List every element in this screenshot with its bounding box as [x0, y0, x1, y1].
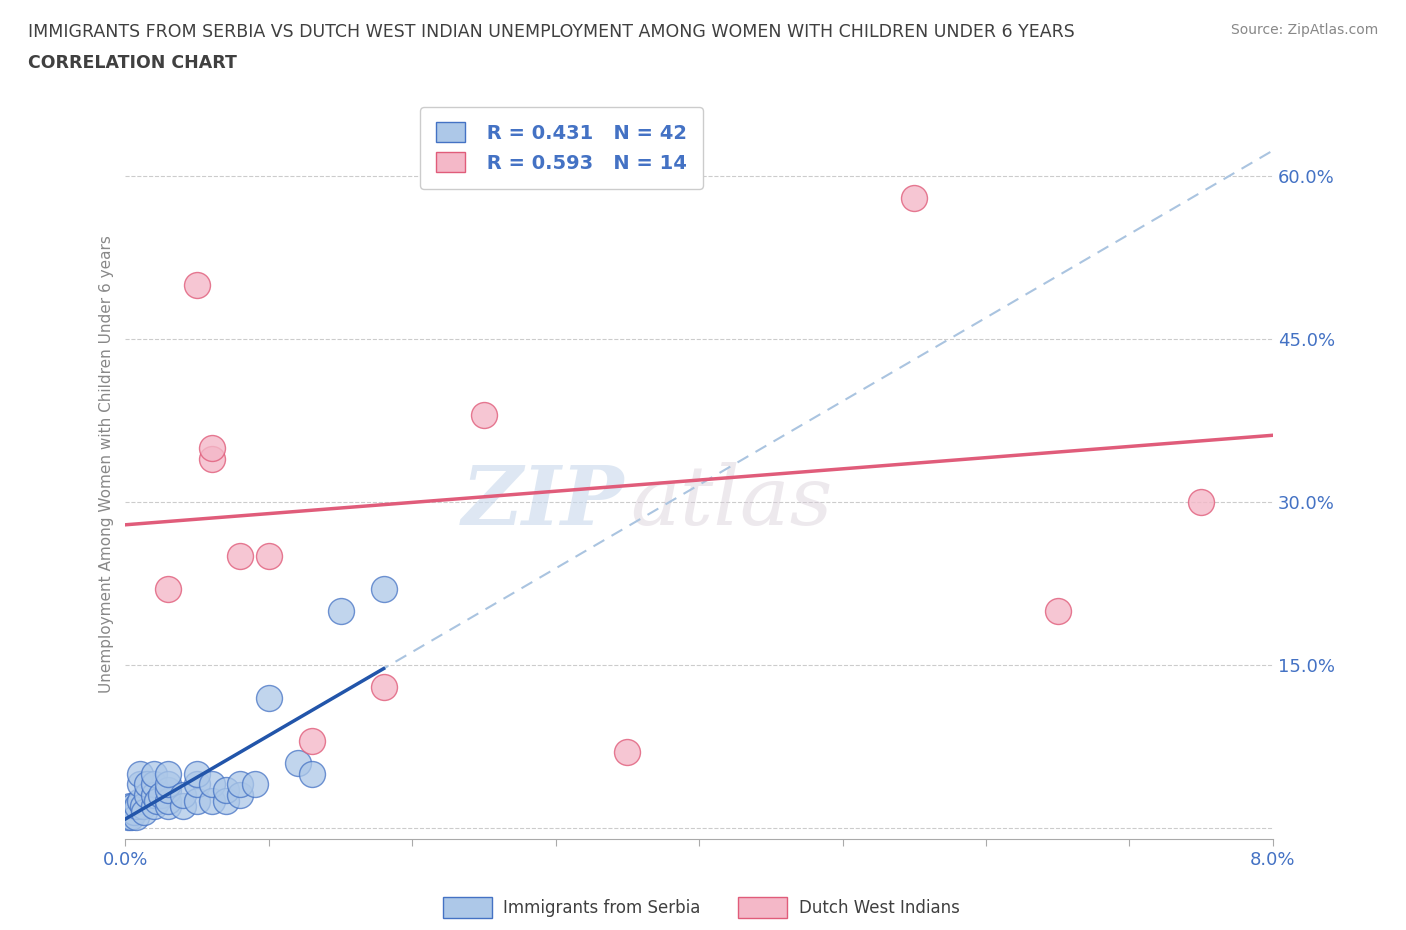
Point — [172, 788, 194, 803]
Point — [157, 581, 180, 596]
Point — [186, 793, 208, 808]
Point — [229, 549, 252, 564]
Point — [143, 766, 166, 781]
Point — [124, 809, 146, 824]
Point — [186, 766, 208, 781]
Y-axis label: Unemployment Among Women with Children Under 6 years: Unemployment Among Women with Children U… — [100, 235, 114, 693]
Text: Dutch West Indians: Dutch West Indians — [799, 898, 959, 917]
Point — [125, 799, 148, 814]
Point — [128, 766, 150, 781]
Point — [200, 777, 222, 791]
Point — [172, 799, 194, 814]
Point — [1189, 495, 1212, 510]
Point — [229, 777, 252, 791]
Point — [131, 799, 153, 814]
Point — [200, 451, 222, 466]
Point — [143, 799, 166, 814]
Point — [117, 809, 139, 824]
Point — [373, 679, 395, 694]
Text: Immigrants from Serbia: Immigrants from Serbia — [503, 898, 700, 917]
Point — [136, 788, 159, 803]
Point — [229, 788, 252, 803]
Point — [257, 549, 280, 564]
Text: atlas: atlas — [630, 461, 832, 541]
Point — [659, 137, 682, 152]
Point — [373, 581, 395, 596]
Point — [143, 777, 166, 791]
Text: ZIP: ZIP — [463, 461, 624, 541]
Text: Source: ZipAtlas.com: Source: ZipAtlas.com — [1230, 23, 1378, 37]
Point — [136, 777, 159, 791]
Point — [200, 440, 222, 455]
Point — [157, 799, 180, 814]
Point — [146, 793, 169, 808]
Point — [143, 788, 166, 803]
Point — [215, 782, 238, 797]
Point — [157, 782, 180, 797]
Text: CORRELATION CHART: CORRELATION CHART — [28, 54, 238, 72]
Point — [118, 799, 141, 814]
Point — [257, 690, 280, 705]
Point — [150, 788, 173, 803]
Point — [120, 809, 142, 824]
Point — [157, 793, 180, 808]
Point — [287, 755, 309, 770]
Point — [616, 744, 638, 759]
Point — [157, 777, 180, 791]
Point — [157, 766, 180, 781]
Point — [122, 804, 145, 819]
Point — [243, 777, 266, 791]
Point — [128, 777, 150, 791]
Point — [472, 407, 495, 422]
Point — [301, 734, 323, 749]
Point — [329, 604, 352, 618]
Point — [186, 277, 208, 292]
Point — [903, 191, 925, 206]
Point — [132, 804, 155, 819]
Point — [301, 766, 323, 781]
Point — [215, 793, 238, 808]
Point — [200, 793, 222, 808]
Point — [121, 799, 143, 814]
Point — [186, 777, 208, 791]
Point — [128, 793, 150, 808]
Point — [1046, 604, 1069, 618]
Text: IMMIGRANTS FROM SERBIA VS DUTCH WEST INDIAN UNEMPLOYMENT AMONG WOMEN WITH CHILDR: IMMIGRANTS FROM SERBIA VS DUTCH WEST IND… — [28, 23, 1074, 41]
Legend:  R = 0.431   N = 42,  R = 0.593   N = 14: R = 0.431 N = 42, R = 0.593 N = 14 — [420, 107, 703, 189]
